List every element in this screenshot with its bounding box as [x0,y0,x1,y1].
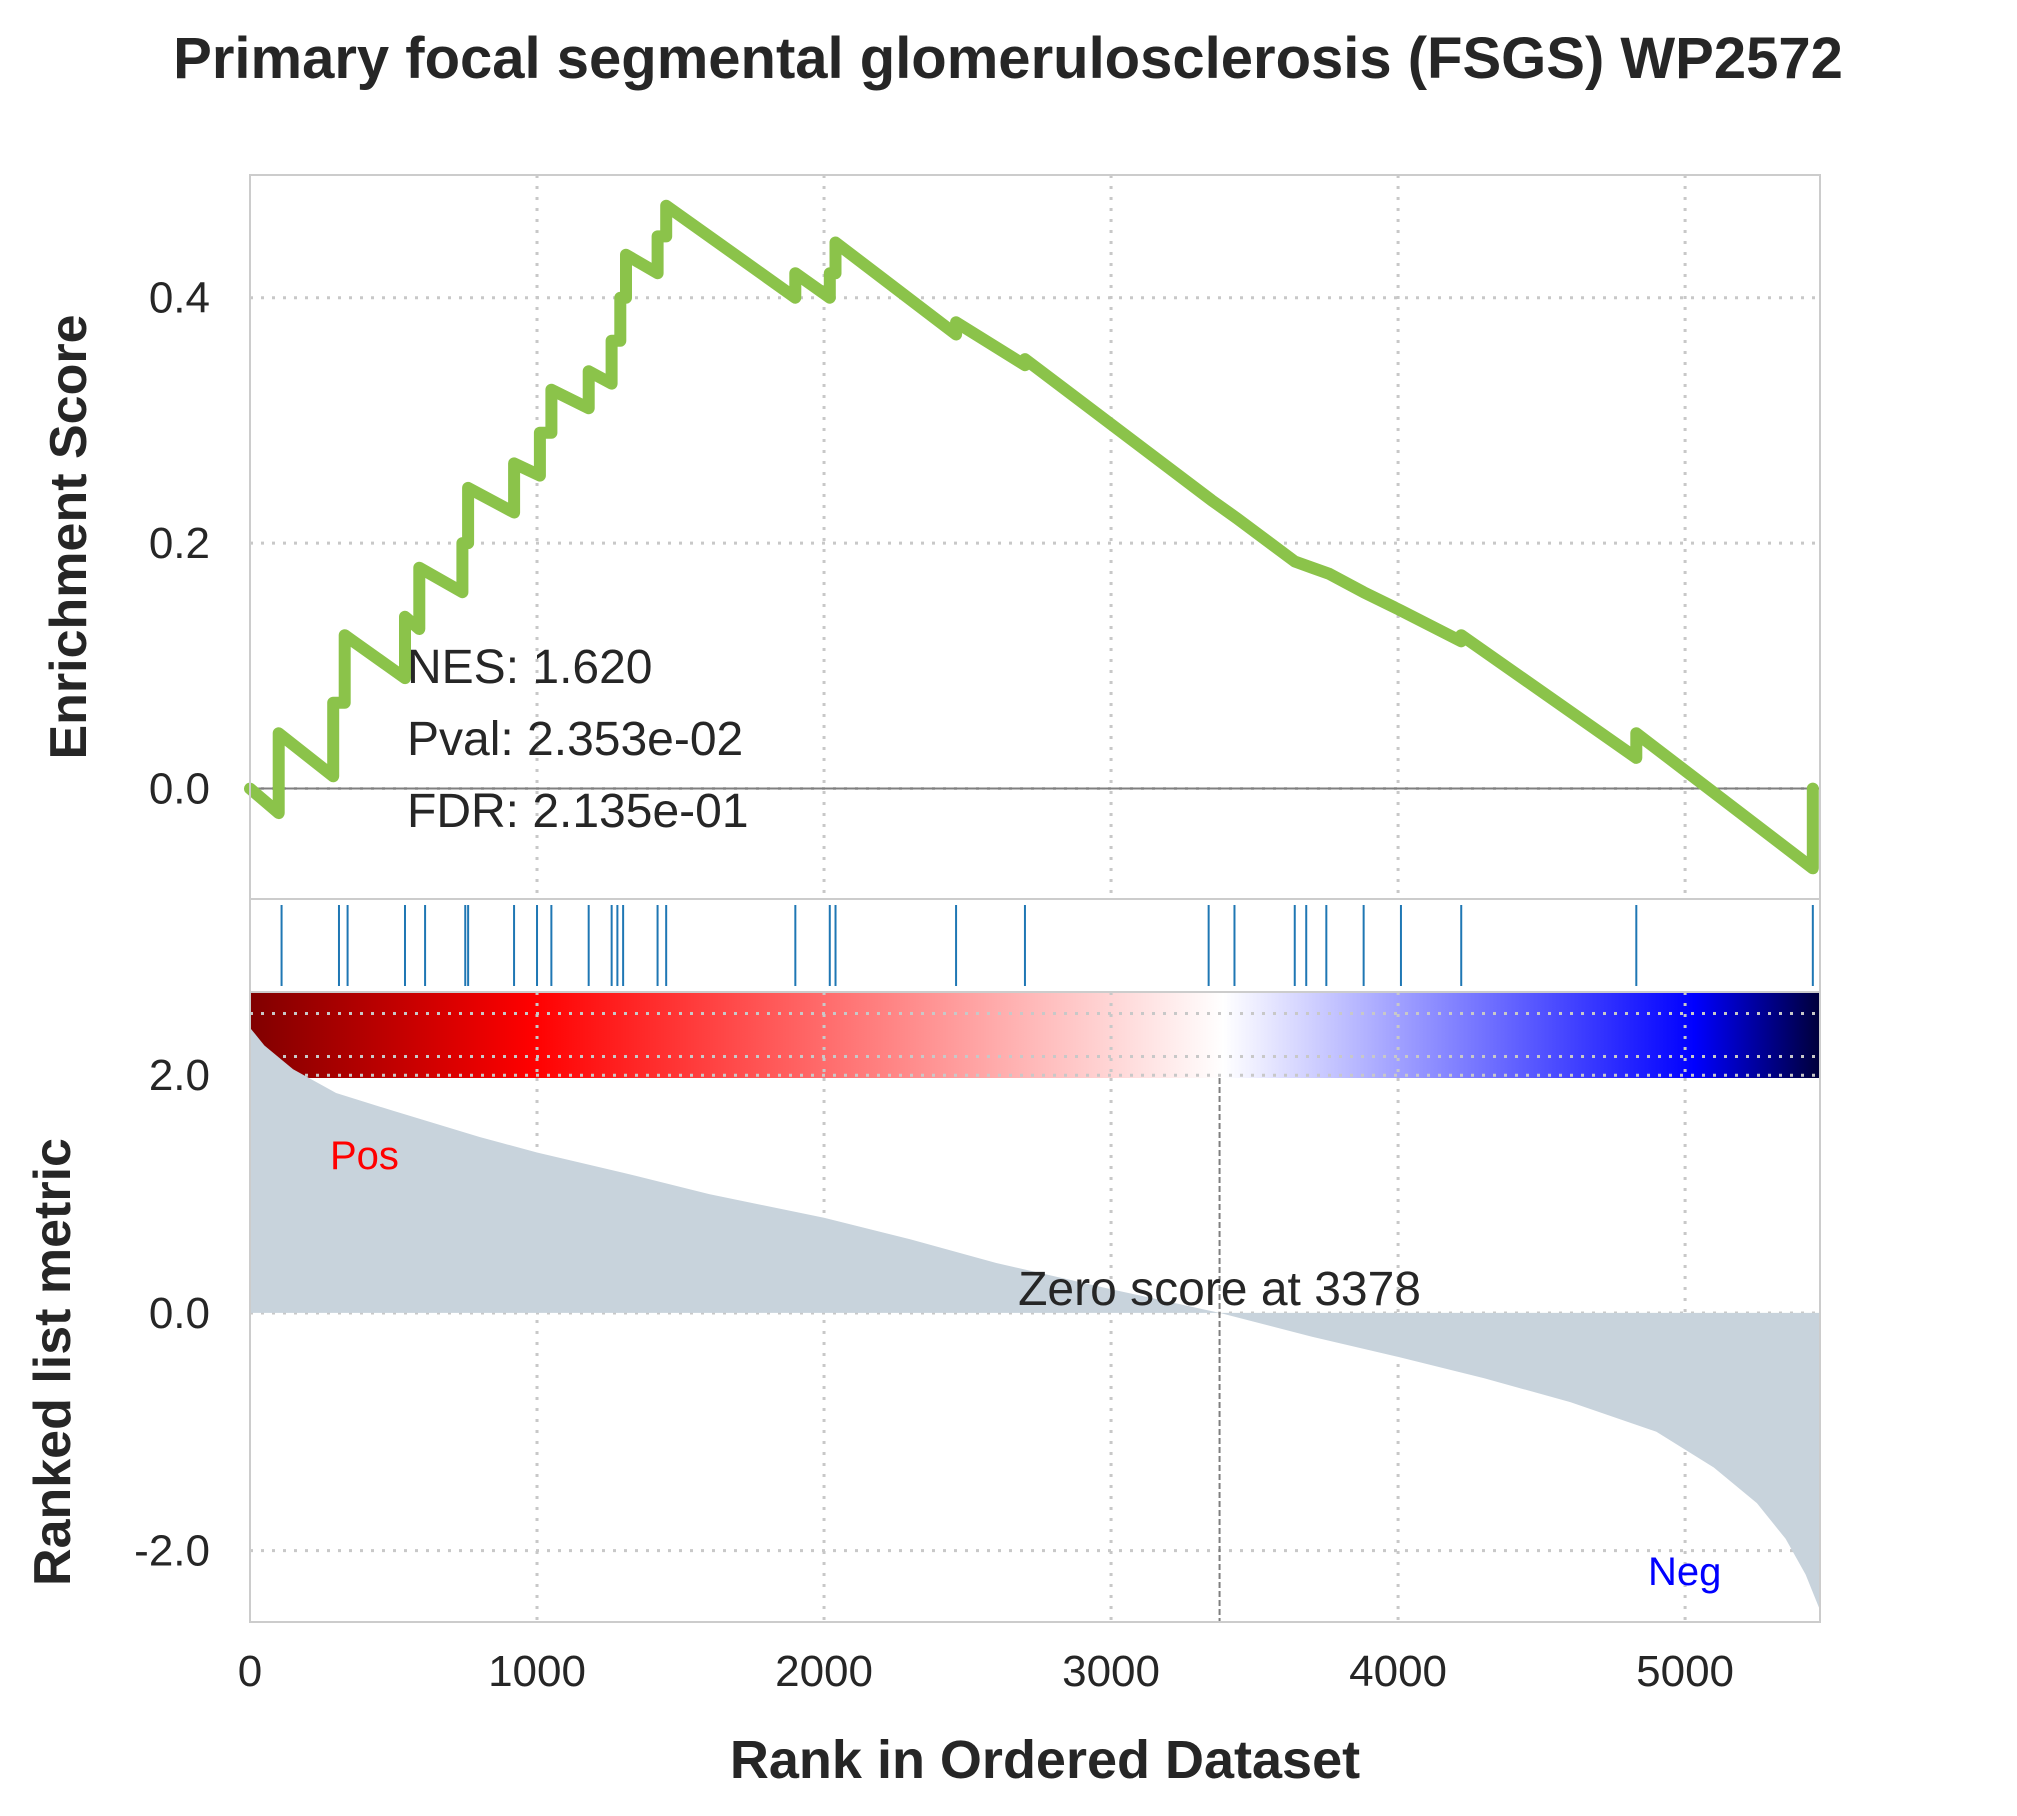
rank-y-axis-label: Ranked list metric [24,1138,82,1586]
pos-label: Pos [330,1134,399,1178]
es-y-tick-label: 0.2 [149,519,210,568]
fdr-annotation: FDR: 2.135e-01 [407,785,749,838]
es-series-line [244,199,1819,875]
hits-panel-frame [249,898,1821,993]
x-axis-label: Rank in Ordered Dataset [730,1730,1360,1790]
rank-panel-frame [249,991,1821,1623]
rank-y-tick-label: 0.0 [149,1289,210,1338]
rank-panel: Zero score at 3378 Pos Neg 2.0 0.0 -2.0 Ra… [24,991,1821,1623]
nes-annotation: NES: 1.620 [407,641,652,694]
chart-title: Primary focal segmental glomeruloscleros… [173,26,1843,91]
rank-y-ticks: 2.0 0.0 -2.0 [134,1051,210,1575]
es-y-tick-label: 0.0 [149,765,210,814]
neg-label: Neg [1648,1550,1721,1594]
x-tick-label: 0 [238,1647,262,1696]
zero-score-label: Zero score at 3378 [1018,1263,1421,1316]
es-panel-background [250,175,1820,899]
x-tick-label: 3000 [1062,1647,1160,1696]
color-bar [250,992,1820,1078]
x-tick-label: 5000 [1636,1647,1734,1696]
x-ticks: 0 1000 2000 3000 4000 5000 [238,1647,1734,1696]
x-tick-label: 1000 [488,1647,586,1696]
pval-annotation: Pval: 2.353e-02 [407,713,743,766]
rank-y-tick-label: 2.0 [149,1051,210,1100]
hits-panel [249,898,1821,993]
es-y-ticks: 0.0 0.2 0.4 [149,274,210,814]
rank-y-tick-label: -2.0 [134,1527,210,1576]
ranked-metric-area [250,1027,1820,1611]
color-bar-panel [250,992,1820,1078]
es-panel: 0.0 0.2 0.4 NES: 1.620 Pval: 2.353e-02 FDR… [40,174,1821,900]
es-y-tick-label: 0.4 [149,274,210,323]
x-tick-label: 2000 [775,1647,873,1696]
x-tick-label: 4000 [1349,1647,1447,1696]
hit-markers [280,905,1814,986]
es-y-axis-label: Enrichment Score [40,314,98,759]
